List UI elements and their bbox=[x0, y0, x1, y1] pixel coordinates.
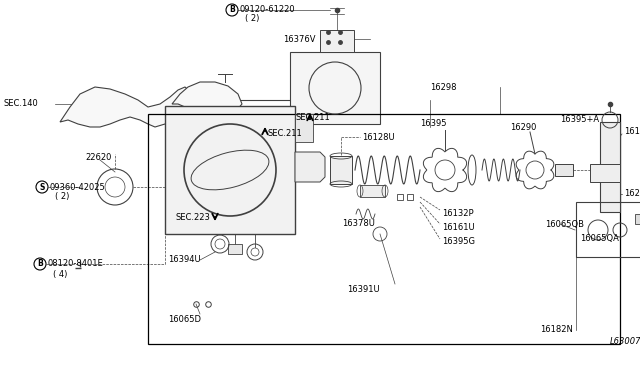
Text: 16391U: 16391U bbox=[347, 285, 380, 295]
Bar bbox=[228, 244, 242, 254]
Text: S: S bbox=[39, 183, 45, 192]
Text: SEC.223: SEC.223 bbox=[175, 212, 210, 221]
Polygon shape bbox=[172, 82, 242, 117]
Bar bbox=[635, 214, 640, 224]
Text: 09120-61220: 09120-61220 bbox=[240, 6, 296, 15]
Text: 16132P: 16132P bbox=[442, 209, 474, 218]
Text: 16152EA: 16152EA bbox=[624, 128, 640, 137]
Text: 16395: 16395 bbox=[420, 119, 447, 128]
Text: 22620: 22620 bbox=[85, 153, 111, 161]
Text: 16290: 16290 bbox=[510, 122, 536, 131]
Text: 16182N: 16182N bbox=[540, 326, 573, 334]
Text: SEC.211: SEC.211 bbox=[268, 129, 303, 138]
Text: 16298: 16298 bbox=[430, 83, 456, 92]
Text: L63007: L63007 bbox=[610, 337, 640, 346]
Text: B: B bbox=[37, 260, 43, 269]
Text: 16065QB: 16065QB bbox=[545, 219, 584, 228]
Bar bbox=[320, 30, 354, 52]
Text: 16065QA: 16065QA bbox=[580, 234, 619, 244]
Polygon shape bbox=[60, 87, 193, 127]
Polygon shape bbox=[295, 152, 325, 182]
Text: 16065D: 16065D bbox=[168, 314, 201, 324]
Bar bbox=[590, 164, 620, 182]
Bar bbox=[330, 156, 352, 184]
Text: 16378U: 16378U bbox=[342, 219, 375, 228]
Text: 16128U: 16128U bbox=[362, 132, 395, 141]
Text: 16395+A: 16395+A bbox=[560, 115, 599, 125]
Text: ( 2): ( 2) bbox=[245, 15, 259, 23]
Text: 16294B: 16294B bbox=[624, 189, 640, 199]
Text: SEC.211: SEC.211 bbox=[295, 112, 330, 122]
Text: 16395G: 16395G bbox=[442, 237, 475, 247]
Bar bbox=[165, 106, 295, 234]
Bar bbox=[576, 202, 640, 257]
Bar bbox=[148, 114, 620, 344]
Bar bbox=[555, 164, 573, 176]
Bar bbox=[360, 185, 385, 197]
Text: 09360-42025: 09360-42025 bbox=[50, 183, 106, 192]
Text: 08120-8401E: 08120-8401E bbox=[48, 260, 104, 269]
Text: ( 4): ( 4) bbox=[53, 269, 67, 279]
Bar bbox=[600, 122, 620, 212]
Text: 16394U: 16394U bbox=[168, 256, 200, 264]
Text: 16376V: 16376V bbox=[283, 35, 316, 44]
Text: ( 2): ( 2) bbox=[55, 192, 69, 202]
Text: 16161U: 16161U bbox=[442, 222, 475, 231]
Text: SEC.140: SEC.140 bbox=[3, 99, 38, 109]
Bar bbox=[295, 114, 313, 142]
Text: B: B bbox=[229, 6, 235, 15]
Bar bbox=[290, 52, 380, 124]
